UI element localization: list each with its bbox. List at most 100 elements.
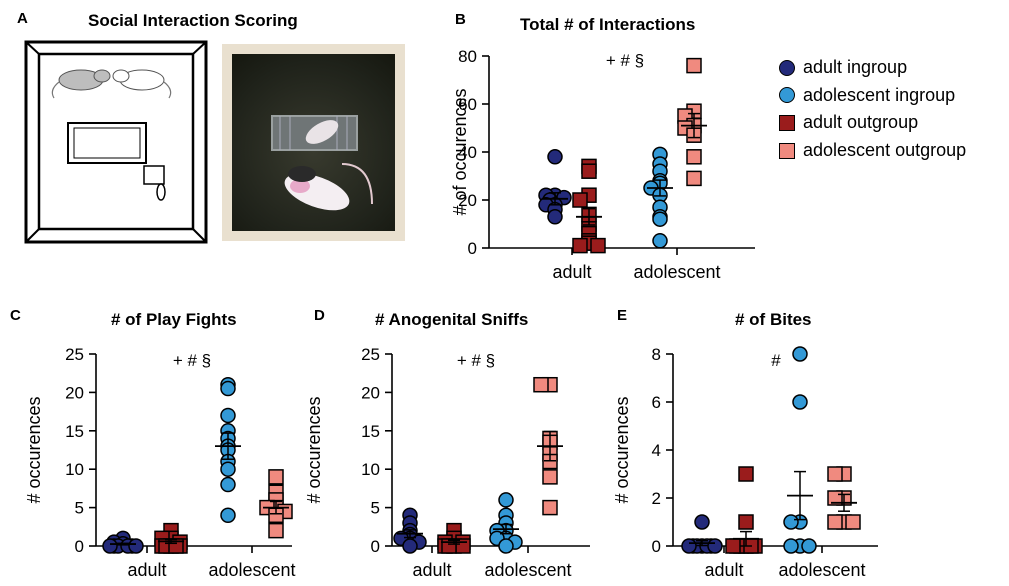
x-tick-label: adult bbox=[552, 262, 591, 282]
rat-white-icon bbox=[112, 69, 172, 99]
y-tick-label: 2 bbox=[652, 489, 661, 508]
y-tick-label: 4 bbox=[652, 441, 661, 460]
data-point bbox=[581, 163, 597, 179]
significance-annotation: + # § bbox=[457, 351, 495, 370]
panel-label-e: E bbox=[617, 307, 628, 324]
y-tick-label: 8 bbox=[652, 345, 661, 364]
data-point bbox=[220, 507, 236, 524]
legend-marker-square bbox=[779, 142, 795, 159]
y-tick-label: 40 bbox=[458, 143, 477, 162]
chart-d-title: # Anogenital Sniffs bbox=[375, 310, 529, 329]
legend-label: adolescent outgroup bbox=[803, 140, 967, 161]
data-point bbox=[827, 466, 843, 482]
data-point bbox=[268, 522, 284, 539]
x-tick-label: adult bbox=[127, 560, 166, 580]
x-tick-label: adolescent bbox=[778, 560, 865, 580]
y-tick-label: 25 bbox=[361, 345, 380, 364]
y-tick-label: 15 bbox=[361, 422, 380, 441]
data-point bbox=[220, 476, 236, 493]
data-point bbox=[738, 466, 754, 482]
legend-marker-square bbox=[779, 114, 795, 131]
data-point bbox=[783, 514, 799, 530]
data-point bbox=[498, 492, 514, 508]
y-tick-label: 20 bbox=[458, 191, 477, 210]
data-point bbox=[572, 192, 588, 208]
y-axis-label: # occurences bbox=[612, 396, 632, 503]
chart-c-title: # of Play Fights bbox=[111, 310, 237, 329]
panel-a-title: Social Interaction Scoring bbox=[88, 11, 298, 30]
x-tick-label: adult bbox=[704, 560, 743, 580]
data-point bbox=[694, 514, 710, 530]
legend-label: adolescent ingroup bbox=[803, 84, 956, 105]
data-point bbox=[402, 538, 418, 554]
data-point bbox=[533, 376, 549, 393]
y-tick-label: 0 bbox=[371, 537, 380, 556]
data-point bbox=[220, 407, 236, 424]
significance-annotation: + # § bbox=[606, 51, 644, 70]
data-point bbox=[590, 237, 606, 254]
data-point bbox=[801, 538, 817, 554]
data-point bbox=[102, 538, 118, 554]
y-tick-label: 5 bbox=[75, 499, 84, 518]
y-tick-label: 80 bbox=[458, 47, 477, 66]
legend-marker-circle bbox=[779, 87, 795, 104]
cage-photo bbox=[222, 44, 405, 241]
y-tick-label: 0 bbox=[468, 239, 477, 258]
chart-e-title: # of Bites bbox=[735, 310, 812, 329]
data-point bbox=[542, 499, 558, 516]
data-point bbox=[686, 170, 702, 187]
y-axis-label: # occurences bbox=[24, 396, 44, 503]
legend-marker-circle bbox=[779, 59, 795, 76]
y-tick-label: 5 bbox=[371, 499, 380, 518]
legend: adult ingroup adolescent ingroup adult o… bbox=[779, 54, 966, 164]
data-point bbox=[792, 346, 808, 362]
y-axis-label: # of occurences bbox=[450, 88, 470, 215]
cage-schematic bbox=[24, 40, 208, 244]
data-point bbox=[128, 538, 144, 554]
panel-label-b: B bbox=[455, 11, 466, 28]
data-point bbox=[220, 461, 236, 477]
data-point bbox=[792, 394, 808, 410]
y-tick-label: 10 bbox=[65, 460, 84, 479]
data-point bbox=[827, 514, 843, 530]
data-point bbox=[725, 538, 741, 554]
y-tick-label: 15 bbox=[65, 422, 84, 441]
data-point bbox=[220, 380, 236, 397]
data-point bbox=[652, 233, 668, 249]
y-tick-label: 20 bbox=[65, 383, 84, 402]
data-point bbox=[652, 211, 668, 227]
panel-label-d: D bbox=[314, 307, 325, 324]
y-tick-label: 0 bbox=[75, 537, 84, 556]
legend-item: adult ingroup bbox=[779, 54, 966, 82]
x-tick-label: adult bbox=[412, 560, 451, 580]
x-tick-label: adolescent bbox=[633, 262, 720, 282]
data-point bbox=[268, 469, 284, 485]
data-point bbox=[455, 538, 471, 554]
y-tick-label: 6 bbox=[652, 393, 661, 412]
data-point bbox=[738, 514, 754, 530]
y-tick-label: 60 bbox=[458, 95, 477, 114]
significance-annotation: # bbox=[771, 351, 781, 370]
legend-label: adult ingroup bbox=[803, 57, 908, 78]
data-point bbox=[542, 469, 558, 485]
data-point bbox=[686, 57, 702, 74]
x-tick-label: adolescent bbox=[484, 560, 571, 580]
legend-item: adolescent ingroup bbox=[779, 82, 966, 110]
y-tick-label: 20 bbox=[361, 383, 380, 402]
rat-gray-icon bbox=[51, 69, 111, 99]
y-tick-label: 25 bbox=[65, 345, 84, 364]
data-point bbox=[572, 237, 588, 254]
y-axis-label: # occurences bbox=[304, 396, 324, 503]
data-point bbox=[707, 538, 723, 554]
legend-item: adult outgroup bbox=[779, 109, 966, 137]
panel-label-c: C bbox=[10, 307, 21, 324]
data-point bbox=[681, 538, 697, 554]
legend-item: adolescent outgroup bbox=[779, 137, 966, 165]
y-tick-label: 0 bbox=[652, 537, 661, 556]
data-point bbox=[498, 538, 514, 554]
legend-label: adult outgroup bbox=[803, 112, 919, 133]
data-point bbox=[547, 149, 563, 165]
data-point bbox=[845, 514, 861, 530]
panel-label-a: A bbox=[17, 10, 28, 27]
